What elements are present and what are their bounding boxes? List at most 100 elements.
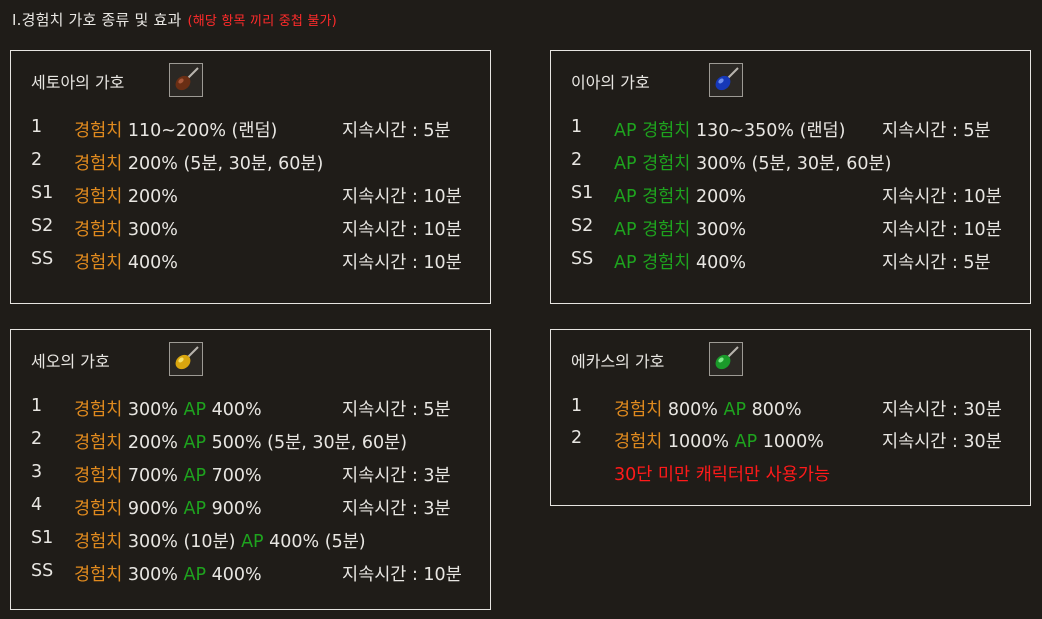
grade-label: SS (31, 249, 54, 269)
effect-text: 경험치 900% AP 900% (74, 495, 262, 520)
effect-text: AP 경험치 300% (614, 216, 746, 241)
effect-stat-label: AP (183, 433, 206, 453)
grade-label: 4 (31, 495, 43, 515)
list-item: SS AP 경험치 400% 지속시간 : 5분 (571, 249, 1011, 273)
effect-value: 110~200% (랜덤) (122, 121, 278, 141)
effect-stat-label: AP 경험치 (614, 121, 691, 141)
panel-seo-blessing: 세오의 가호 1 경험치 300% AP 400% 지속시간 : 5분 2 경험치 20… (10, 329, 491, 610)
brown-orb-icon (169, 63, 203, 97)
panel-title: 에카스의 가호 (571, 352, 665, 371)
effect-text: 경험치 300% AP 400% (74, 396, 262, 421)
duration-text: 지속시간 : 5분 (882, 121, 991, 141)
grade-label: 2 (31, 429, 43, 449)
green-orb-icon (709, 342, 743, 376)
effect-stat-label: 경험치 (74, 154, 123, 174)
panel-title: 이아의 가호 (571, 73, 650, 92)
effect-stat-label: 경험치 (614, 432, 663, 452)
list-item: S2 AP 경험치 300% 지속시간 : 10분 (571, 216, 1011, 240)
effect-value: 200% (5분, 30분, 60분) (122, 154, 324, 174)
duration-text: 지속시간 : 10분 (882, 220, 1002, 240)
effect-value: 700% (206, 466, 262, 486)
effect-text: AP 경험치 300% (5분, 30분, 60분) (614, 150, 891, 175)
effect-stat-label: AP (723, 400, 746, 420)
panel-title: 세오의 가호 (31, 352, 110, 371)
yellow-orb-icon (169, 342, 203, 376)
list-item: 4 경험치 900% AP 900% 지속시간 : 3분 (31, 495, 471, 519)
effect-value: 1000% (662, 432, 735, 452)
effect-text: 경험치 400% (74, 249, 178, 274)
effect-stat-label: 경험치 (74, 466, 123, 486)
effect-value: 400% (206, 400, 262, 420)
list-item: 1 경험치 800% AP 800% 지속시간 : 30분 (571, 396, 1011, 420)
grade-label: 2 (571, 150, 583, 170)
effect-stat-label: 경험치 (74, 565, 123, 585)
list-item: 2 AP 경험치 300% (5분, 30분, 60분) (571, 150, 1011, 174)
effect-text: AP 경험치 200% (614, 183, 746, 208)
panel-ia-blessing: 이아의 가호 1 AP 경험치 130~350% (랜덤) 지속시간 : 5분 2 AP… (550, 50, 1031, 304)
duration-text: 지속시간 : 10분 (342, 565, 462, 585)
blue-orb-icon (709, 63, 743, 97)
effect-stat-label: 경험치 (74, 532, 123, 552)
list-item: 2 경험치 1000% AP 1000% 지속시간 : 30분 (571, 428, 1011, 452)
list-item: 2 경험치 200% AP 500% (5분, 30분, 60분) (31, 429, 471, 453)
effect-value: 300% (5분, 30분, 60분) (690, 154, 892, 174)
effect-text: 경험치 300% AP 400% (74, 561, 262, 586)
effect-stat-label: 경험치 (74, 121, 123, 141)
grade-label: SS (571, 249, 594, 269)
grade-label: 1 (571, 396, 583, 416)
effect-value: 900% (206, 499, 262, 519)
effect-stat-label: 경험치 (74, 499, 123, 519)
effect-value: 300% (122, 400, 184, 420)
list-item: S1 경험치 200% 지속시간 : 10분 (31, 183, 471, 207)
list-item: 1 경험치 300% AP 400% 지속시간 : 5분 (31, 396, 471, 420)
list-item: SS 경험치 400% 지속시간 : 10분 (31, 249, 471, 273)
effect-value: 400% (5분) (263, 532, 366, 552)
duration-text: 지속시간 : 10분 (882, 187, 1002, 207)
heading-note: (해당 항목 끼리 중첩 불가) (187, 14, 337, 29)
effect-text: 경험치 200% (74, 183, 178, 208)
effect-stat-label: 경험치 (74, 253, 123, 273)
effect-text: AP 경험치 400% (614, 249, 746, 274)
effect-stat-label: AP 경험치 (614, 253, 691, 273)
panel-setoa-blessing: 세토아의 가호 1 경험치 110~200% (랜덤) 지속시간 : 5분 2 경험치 … (10, 50, 491, 304)
duration-text: 지속시간 : 5분 (342, 400, 451, 420)
grade-label: SS (31, 561, 54, 581)
effect-value: 200% (122, 433, 184, 453)
effect-stat-label: AP (183, 499, 206, 519)
effect-stat-label: 경험치 (74, 187, 123, 207)
effect-stat-label: 경험치 (74, 433, 123, 453)
effect-stat-label: AP 경험치 (614, 154, 691, 174)
list-item: 3 경험치 700% AP 700% 지속시간 : 3분 (31, 462, 471, 486)
effect-value: 200% (690, 187, 746, 207)
duration-text: 지속시간 : 3분 (342, 499, 451, 519)
effect-text: AP 경험치 130~350% (랜덤) (614, 117, 845, 142)
effect-stat-label: AP (241, 532, 264, 552)
effect-value: 300% (122, 220, 178, 240)
effect-value: 200% (122, 187, 178, 207)
duration-text: 지속시간 : 10분 (342, 220, 462, 240)
page-title: Ⅰ.경험치 가호 종류 및 효과 (12, 11, 182, 29)
effect-stat-label: AP 경험치 (614, 187, 691, 207)
effect-stat-label: AP (183, 565, 206, 585)
grade-label: S1 (31, 183, 54, 203)
effect-stat-label: AP (183, 400, 206, 420)
effect-text: 경험치 110~200% (랜덤) (74, 117, 277, 142)
effect-text: 경험치 800% AP 800% (614, 396, 802, 421)
list-item: S1 AP 경험치 200% 지속시간 : 10분 (571, 183, 1011, 207)
duration-text: 지속시간 : 3분 (342, 466, 451, 486)
effect-stat-label: 경험치 (74, 220, 123, 240)
grade-label: 3 (31, 462, 43, 482)
effect-stat-label: 경험치 (74, 400, 123, 420)
effect-value: 300% (122, 565, 184, 585)
grade-label: 2 (31, 150, 43, 170)
grade-label: 1 (571, 117, 583, 137)
effect-value: 400% (690, 253, 746, 273)
ekas-usage-note: 30단 미만 캐릭터만 사용가능 (614, 465, 831, 485)
duration-text: 지속시간 : 30분 (882, 432, 1002, 452)
effect-text: 경험치 200% AP 500% (5분, 30분, 60분) (74, 429, 407, 454)
panel-title: 세토아의 가호 (31, 73, 125, 92)
grade-label: 2 (571, 428, 583, 448)
duration-text: 지속시간 : 10분 (342, 187, 462, 207)
grade-label: 1 (31, 396, 43, 416)
